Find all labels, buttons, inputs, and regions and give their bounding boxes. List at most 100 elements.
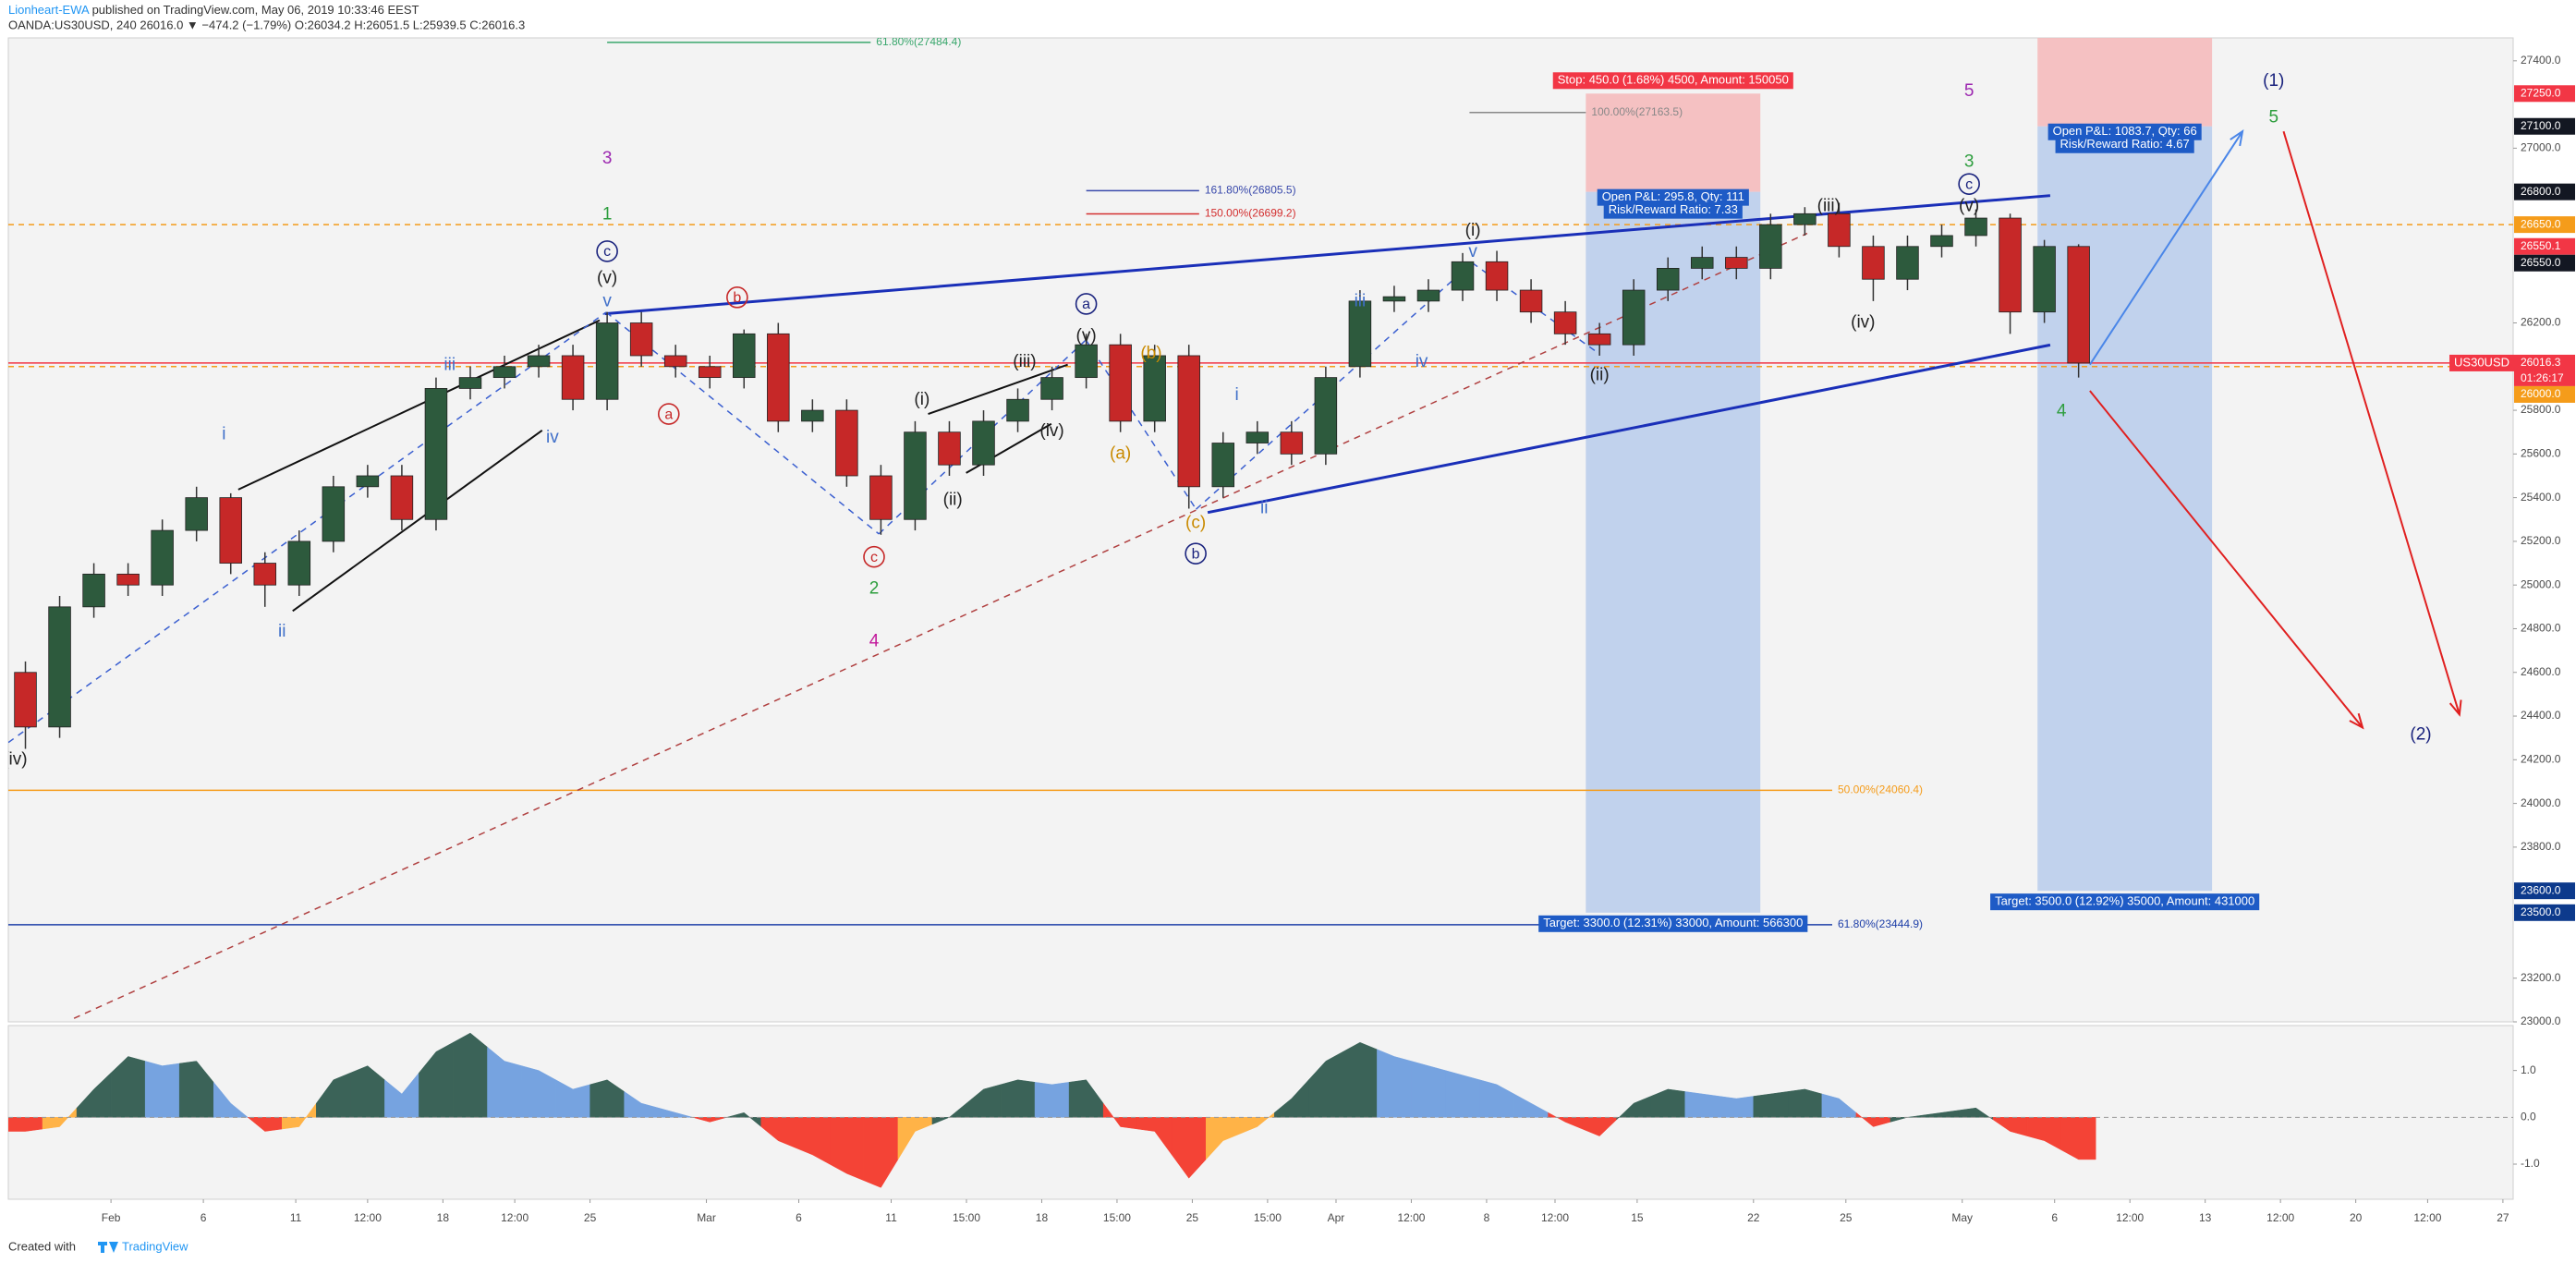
x-tick-label: 12:00 xyxy=(2116,1211,2144,1224)
price-label-box xyxy=(2514,254,2575,272)
price-label: 27250.0 xyxy=(2521,86,2561,99)
oscillator-area xyxy=(1308,1050,1343,1118)
oscillator-area xyxy=(1411,1061,1446,1118)
symbol-tag-box xyxy=(2449,354,2514,371)
candle-body xyxy=(82,573,105,608)
oscillator-area xyxy=(76,1072,112,1118)
oscillator-area xyxy=(1719,1096,1755,1118)
arrow-head xyxy=(2349,712,2364,730)
wave-label: 5 xyxy=(2268,107,2278,127)
x-tick-label: 8 xyxy=(1484,1211,1490,1224)
wave-label: iii xyxy=(1355,291,1367,310)
x-tick-label: 15:00 xyxy=(953,1211,980,1224)
price-label: 23500.0 xyxy=(2521,905,2561,918)
price-label: 27100.0 xyxy=(2521,119,2561,132)
target-label: Target: 3500.0 (12.92%) 35000, Amount: 4… xyxy=(1995,894,2254,908)
oscillator-area xyxy=(2060,1117,2096,1160)
candle-body xyxy=(1485,261,1509,291)
candle-body xyxy=(1896,246,1919,280)
candle-body xyxy=(1075,344,1098,379)
wave-label: (iii) xyxy=(1817,196,1841,215)
oscillator-area xyxy=(1855,1111,1891,1127)
wave-label: 4 xyxy=(2057,402,2067,421)
candle-body xyxy=(287,540,311,586)
candle-body xyxy=(1314,377,1338,455)
oscillator-area xyxy=(658,1107,693,1118)
wave-label: a xyxy=(664,407,673,422)
oscillator-area xyxy=(1753,1091,1789,1118)
trend-line xyxy=(2089,130,2243,366)
candle-body xyxy=(835,409,858,477)
price-label-box xyxy=(2514,385,2575,403)
oscillator-tick-label: -1.0 xyxy=(2521,1157,2540,1170)
oscillator-plot xyxy=(8,1032,2513,1188)
candle-body xyxy=(1348,300,1372,368)
x-tick-label: 11 xyxy=(290,1211,302,1224)
oscillator-area xyxy=(1274,1079,1309,1118)
countdown: 01:26:17 xyxy=(2521,371,2564,384)
x-tick-label: 20 xyxy=(2350,1211,2363,1224)
oscillator-area xyxy=(1034,1082,1070,1118)
arrow-head xyxy=(2448,699,2462,717)
oscillator-area xyxy=(1068,1079,1104,1118)
wave-label: v xyxy=(1468,242,1477,261)
trend-line xyxy=(8,311,607,744)
candle-body xyxy=(629,322,653,357)
x-tick-label: May xyxy=(1951,1211,1973,1224)
candle-body xyxy=(14,672,37,728)
candle-body xyxy=(1793,213,1817,225)
x-tick-label: 11 xyxy=(885,1211,897,1224)
candle-body xyxy=(116,573,140,586)
candle-body xyxy=(1416,289,1440,302)
price-label: 26550.0 xyxy=(2521,256,2561,269)
candle-body xyxy=(663,355,687,368)
fib-label: 61.80%(27484.4) xyxy=(876,35,961,48)
wave-label: c xyxy=(1965,176,1973,192)
oscillator-area xyxy=(110,1056,146,1118)
oscillator-area xyxy=(1924,1110,1960,1118)
candle-body xyxy=(219,497,242,564)
price-label-box xyxy=(2514,85,2575,103)
y-tick-label: 23000.0 xyxy=(2521,1014,2561,1027)
y-tick-label: 24800.0 xyxy=(2521,622,2561,635)
wave-label: (ii) xyxy=(943,491,963,510)
open-pl-label: Risk/Reward Ratio: 7.33 xyxy=(1609,202,1738,216)
wave-label: c xyxy=(870,550,878,565)
stop-zone xyxy=(2037,38,2213,127)
symbol-quote: OANDA:US30USD, 240 26016.0 ▼ −474.2 (−1.… xyxy=(8,18,525,31)
trend-line xyxy=(73,232,1808,1019)
oscillator-area xyxy=(1889,1114,1926,1123)
wave-label: ii xyxy=(278,622,286,641)
candle-body xyxy=(869,475,893,520)
wave-label: (iii) xyxy=(1013,352,1036,371)
price-label-box xyxy=(2514,117,2575,135)
x-tick-label: 25 xyxy=(1186,1211,1199,1224)
fib-label: 61.80%(23444.9) xyxy=(1838,917,1923,930)
x-tick-label: 12:00 xyxy=(2413,1211,2441,1224)
price-label: 26550.1 xyxy=(2521,239,2561,252)
target-label-box xyxy=(1538,915,1808,932)
wave-label: (iv) xyxy=(1851,313,1875,333)
wave-circle xyxy=(726,286,748,309)
candle-body xyxy=(253,563,277,586)
wave-label: iv xyxy=(1416,352,1428,371)
trend-line xyxy=(2089,390,2363,729)
candle-body xyxy=(1211,443,1235,488)
x-tick-label: 18 xyxy=(1036,1211,1049,1224)
candle-body xyxy=(1725,257,1748,269)
price-label: 26016.3 xyxy=(2521,356,2561,369)
wave-label: a xyxy=(1082,297,1090,312)
trend-line xyxy=(928,363,1068,416)
oscillator-area xyxy=(1684,1091,1720,1118)
y-tick-label: 24200.0 xyxy=(2521,752,2561,765)
price-label-box xyxy=(2514,216,2575,234)
candle-body xyxy=(1759,224,1782,269)
wave-label: iv xyxy=(546,428,559,447)
y-tick-label: 24400.0 xyxy=(2521,709,2561,722)
open-pl-label-box xyxy=(1603,201,1743,219)
price-label-box xyxy=(2514,354,2575,386)
oscillator-area xyxy=(1000,1079,1036,1118)
candle-body xyxy=(1245,431,1270,443)
stop-label: Stop: 450.0 (1.68%) 4500, Amount: 150050 xyxy=(1558,73,1789,87)
oscillator-area xyxy=(384,1072,419,1118)
